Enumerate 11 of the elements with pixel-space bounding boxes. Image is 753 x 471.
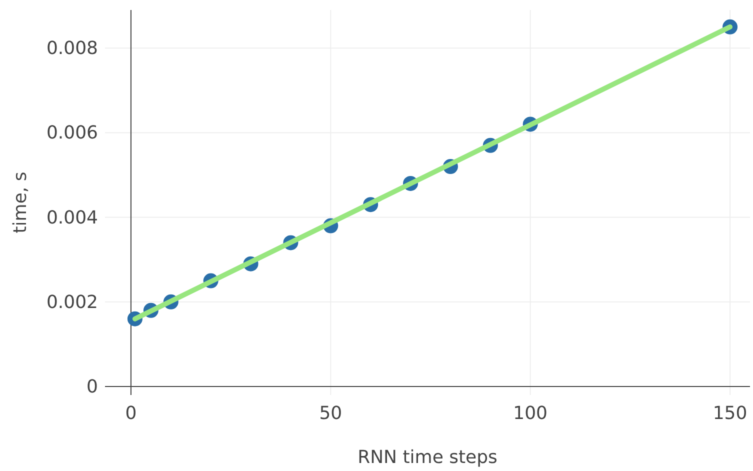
x-tick-label: 150: [712, 403, 748, 424]
y-tick-label: 0.006: [46, 122, 98, 144]
y-tick-label: 0: [86, 376, 98, 398]
x-axis-title: RNN time steps: [358, 447, 498, 468]
y-axis-title: time, s: [10, 172, 31, 234]
y-tick-label: 0.002: [46, 292, 98, 313]
y-tick-label: 0.004: [46, 207, 98, 228]
x-tick-label: 100: [513, 403, 548, 424]
y-tick-label: 0.008: [46, 38, 98, 60]
x-tick-label: 0: [125, 403, 137, 424]
x-tick-label: 50: [319, 403, 342, 424]
